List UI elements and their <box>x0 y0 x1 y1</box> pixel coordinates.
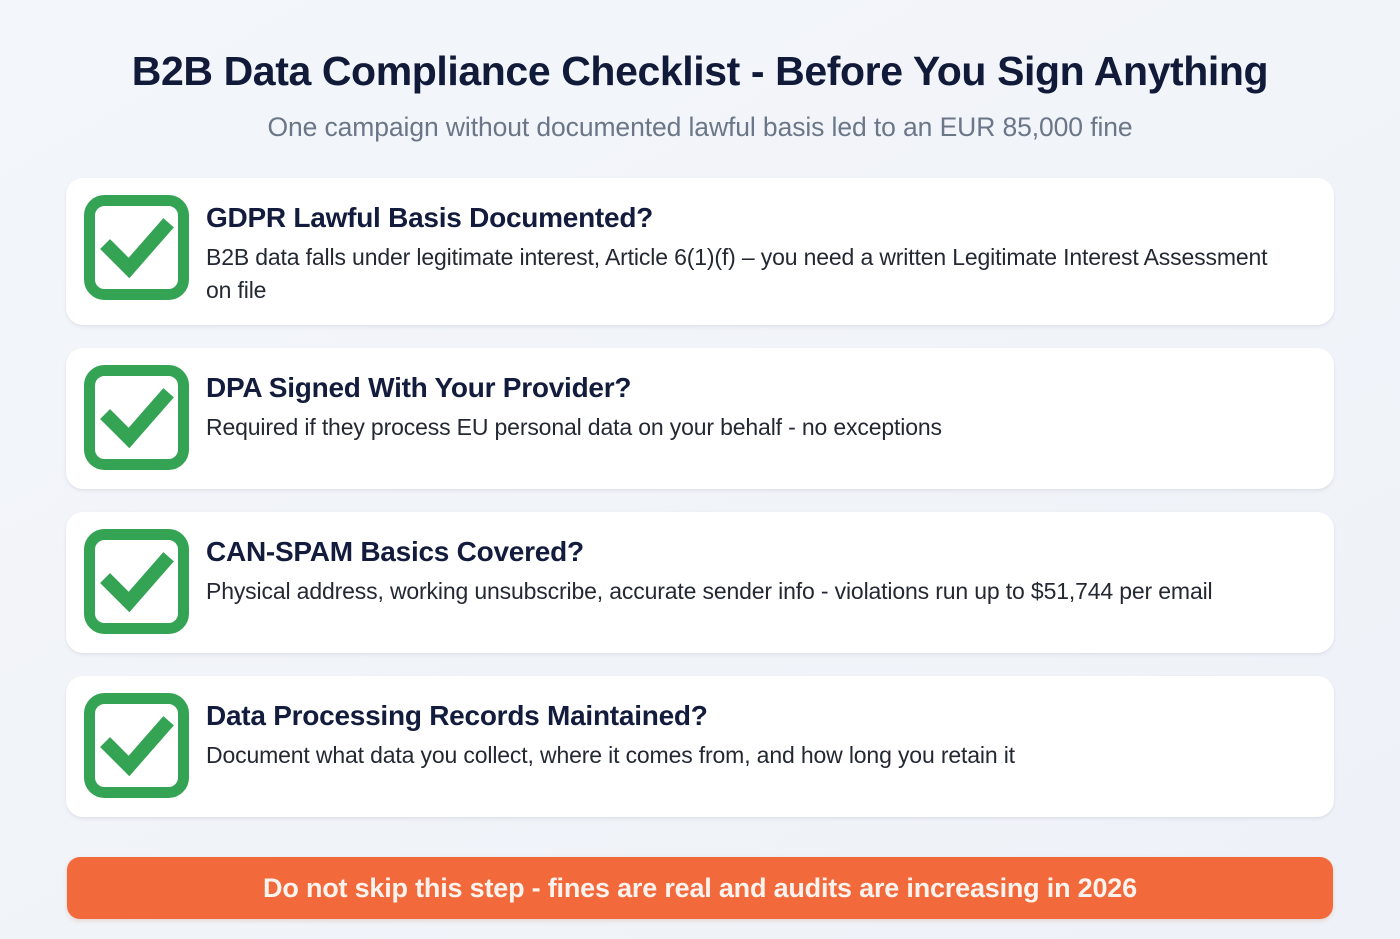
warning-banner-text: Do not skip this step - fines are real a… <box>263 872 1137 903</box>
checklist-item-title: GDPR Lawful Basis Documented? <box>206 201 654 233</box>
checklist-item-description: B2B data falls under legitimate interest… <box>206 243 1268 303</box>
checklist-item[interactable]: DPA Signed With Your Provider? Required … <box>66 348 1334 490</box>
checklist-item-text: CAN-SPAM Basics Covered? Physical addres… <box>206 529 1308 608</box>
checklist-item-title: DPA Signed With Your Provider? <box>206 372 632 404</box>
checklist-item-text: Data Processing Records Maintained? Docu… <box>206 693 1308 772</box>
checked-checkbox-icon[interactable] <box>84 693 189 799</box>
checklist-item[interactable]: CAN-SPAM Basics Covered? Physical addres… <box>66 512 1334 654</box>
checklist-item-description: Document what data you collect, where it… <box>206 742 1015 769</box>
checklist-item-text: DPA Signed With Your Provider? Required … <box>206 365 1308 444</box>
checklist-item[interactable]: Data Processing Records Maintained? Docu… <box>66 676 1334 818</box>
checklist-item-description: Required if they process EU personal dat… <box>206 414 942 441</box>
checklist: GDPR Lawful Basis Documented? B2B data f… <box>66 177 1334 818</box>
checked-checkbox-icon[interactable] <box>84 529 189 635</box>
checklist-item-text: GDPR Lawful Basis Documented? B2B data f… <box>206 195 1308 306</box>
header: B2B Data Compliance Checklist - Before Y… <box>66 0 1334 144</box>
checklist-item-description: Physical address, working unsubscribe, a… <box>206 578 1213 605</box>
checklist-item[interactable]: GDPR Lawful Basis Documented? B2B data f… <box>66 177 1334 326</box>
warning-banner: Do not skip this step - fines are real a… <box>67 857 1333 919</box>
checklist-item-title: CAN-SPAM Basics Covered? <box>206 536 584 568</box>
checklist-item-title: Data Processing Records Maintained? <box>206 700 708 732</box>
checked-checkbox-icon[interactable] <box>84 194 189 300</box>
page-subtitle: One campaign without documented lawful b… <box>267 112 1133 143</box>
checked-checkbox-icon[interactable] <box>84 365 189 471</box>
page-title: B2B Data Compliance Checklist - Before Y… <box>131 48 1269 94</box>
